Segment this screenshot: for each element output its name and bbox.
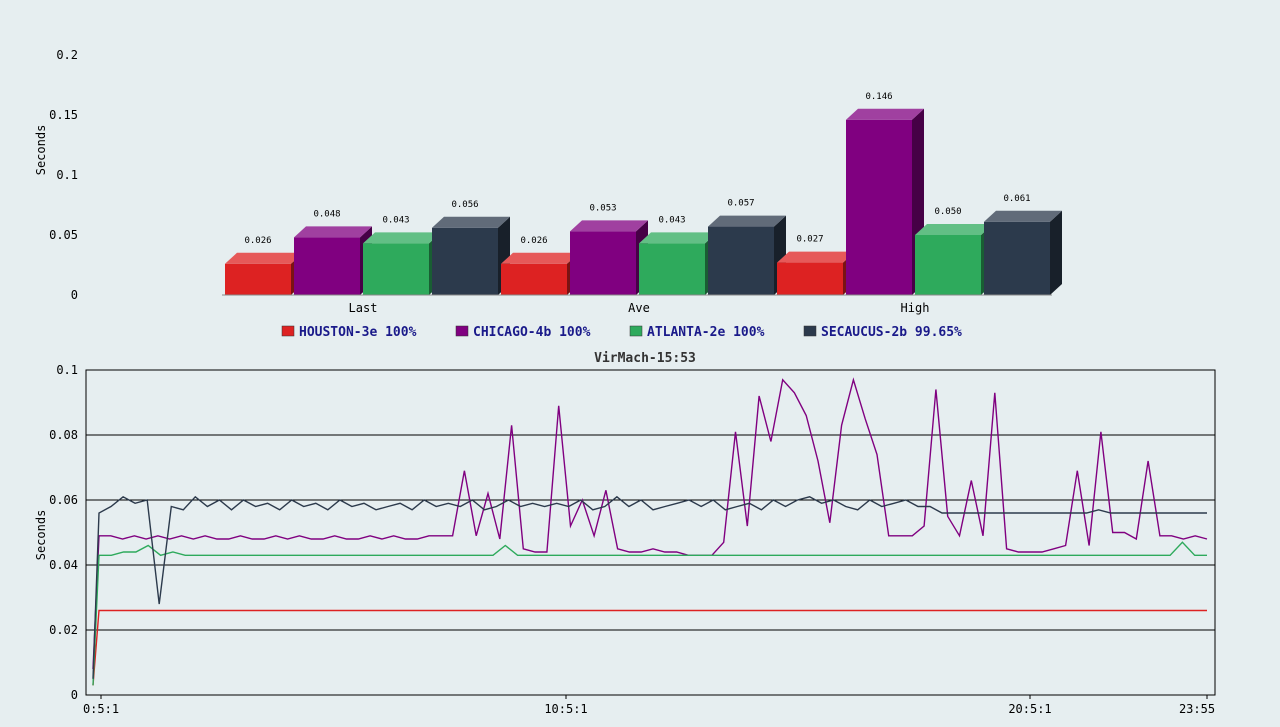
- bar: [777, 262, 843, 295]
- series-line: [92, 377, 1208, 670]
- series-line: [92, 495, 1207, 679]
- bar-top: [846, 108, 924, 120]
- bar-value-label: 0.061: [1003, 194, 1030, 204]
- line-chart: VirMach-15:53 Seconds 0 0.02 0.04 0.06 0.08 0…: [34, 351, 1216, 716]
- line-y-axis-label: Seconds: [34, 510, 48, 561]
- bar: [708, 226, 774, 295]
- line-x-tick: 0:5:1: [83, 702, 119, 716]
- bar-category-label: High: [901, 301, 930, 315]
- bar: [984, 221, 1050, 295]
- bar-top: [363, 232, 441, 244]
- legend-entry: SECAUCUS-2b 99.65%: [821, 325, 962, 340]
- bar-value-label: 0.146: [865, 92, 892, 102]
- bar-value-label: 0.043: [658, 215, 685, 225]
- bar-top: [915, 224, 993, 235]
- bar-y-tick: 0: [71, 288, 78, 302]
- bar-category-label: Last: [349, 301, 378, 315]
- bar-top: [501, 252, 579, 264]
- series-line: [92, 609, 1207, 686]
- series-line: [92, 541, 1207, 686]
- bar: [846, 119, 912, 295]
- bar-top: [984, 210, 1062, 222]
- bar-y-tick: 0.15: [49, 108, 78, 122]
- legend-swatch: [629, 325, 643, 337]
- line-y-tick: 0.08: [49, 428, 78, 442]
- bar-top: [294, 226, 372, 238]
- legend-swatch: [455, 325, 469, 337]
- legend-entry: CHICAGO-4b 100%: [473, 325, 591, 340]
- legend-swatch: [281, 325, 295, 337]
- line-x-tick: 20:5:1: [1008, 702, 1051, 716]
- line-y-tick: 0.1: [56, 363, 78, 377]
- bar-side: [1050, 210, 1062, 295]
- bar: [363, 243, 429, 295]
- bar: [501, 263, 567, 295]
- line-x-tick: 10:5:1: [544, 702, 587, 716]
- bar-value-label: 0.056: [451, 200, 478, 210]
- bar-value-label: 0.026: [520, 236, 547, 246]
- legend-swatch: [803, 325, 817, 337]
- bar-top: [570, 220, 648, 232]
- legend-entry: ATLANTA-2e 100%: [647, 325, 765, 340]
- bar-value-label: 0.050: [934, 207, 961, 217]
- plot-frame: [85, 369, 1216, 696]
- bar-value-label: 0.057: [727, 199, 754, 209]
- line-y-tick: 0.04: [49, 558, 78, 572]
- bar-value-label: 0.043: [382, 215, 409, 225]
- bar: [225, 263, 291, 295]
- bar: [432, 227, 498, 295]
- line-y-tick: 0.02: [49, 623, 78, 637]
- bar-value-label: 0.027: [796, 235, 823, 245]
- bar-y-axis-label: Seconds: [34, 125, 48, 176]
- bar: [915, 235, 981, 295]
- line-chart-title: VirMach-15:53: [594, 351, 696, 366]
- bar: [570, 231, 636, 295]
- bar: [639, 243, 705, 295]
- line-y-tick: 0.06: [49, 493, 78, 507]
- legend-entry: HOUSTON-3e 100%: [299, 325, 417, 340]
- bar-y-tick: 0.1: [56, 168, 78, 182]
- bar-top: [708, 215, 786, 227]
- bar-y-tick: 0.05: [49, 228, 78, 242]
- bar-value-label: 0.048: [313, 209, 340, 219]
- bar-value-label: 0.053: [589, 203, 616, 213]
- line-x-tick: 23:55: [1179, 702, 1215, 716]
- bar: [294, 237, 360, 295]
- bar-top: [225, 252, 303, 264]
- bar-category-label: Ave: [628, 301, 650, 315]
- bar-y-tick: 0.2: [56, 48, 78, 62]
- line-y-tick: 0: [71, 688, 78, 702]
- bar-top: [777, 251, 855, 263]
- bar-value-label: 0.026: [244, 236, 271, 246]
- bar-chart: Seconds 0 0.05 0.1 0.15 0.2 0.026 0.048 0.043 0.…: [34, 48, 1062, 340]
- bar-top: [639, 232, 717, 244]
- bar-top: [432, 216, 510, 228]
